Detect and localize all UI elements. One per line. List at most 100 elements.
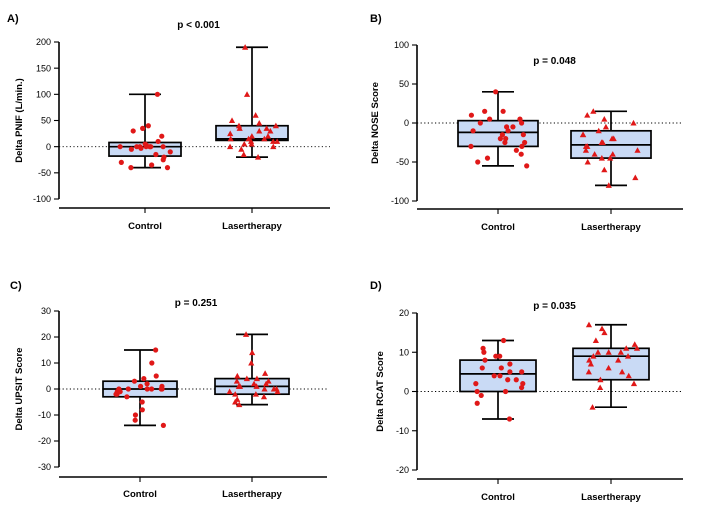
data-point — [261, 135, 268, 142]
data-point — [590, 108, 597, 114]
data-point — [519, 143, 525, 149]
data-point — [482, 108, 488, 114]
p-value-label: p = 0.048 — [533, 56, 576, 67]
data-point — [592, 337, 599, 343]
data-point — [252, 112, 259, 118]
data-point — [582, 147, 590, 153]
series-control — [459, 337, 537, 422]
y-tick-label: 150 — [36, 63, 51, 73]
panel-label: A) — [7, 13, 19, 25]
data-point — [153, 373, 159, 379]
data-point — [153, 151, 159, 158]
data-point — [148, 144, 154, 150]
y-tick-label: 30 — [41, 306, 51, 316]
p-value-label: p = 0.251 — [175, 298, 218, 309]
data-point — [601, 116, 608, 122]
data-point — [481, 349, 487, 355]
data-point — [478, 392, 484, 399]
category-label: Control — [123, 489, 157, 500]
data-point — [499, 132, 506, 138]
data-point — [233, 378, 241, 384]
data-point — [584, 112, 591, 118]
data-point — [118, 159, 124, 165]
data-point — [520, 132, 526, 138]
data-point — [267, 127, 274, 134]
panel-4: D) p = 0.035 Delta RCAT Score -20 -10 0 10 20 Co… — [370, 280, 683, 503]
data-point — [139, 399, 145, 405]
data-point — [585, 321, 593, 328]
data-point — [117, 144, 123, 150]
data-point — [154, 91, 161, 97]
data-point — [227, 135, 234, 142]
data-point — [232, 398, 239, 405]
data-point — [160, 157, 166, 163]
data-point — [474, 388, 480, 395]
data-point — [624, 353, 632, 359]
data-point — [497, 136, 503, 142]
data-point — [240, 151, 247, 157]
data-point — [625, 372, 632, 379]
data-point — [587, 360, 594, 367]
y-tick-label: 20 — [41, 332, 51, 342]
data-point — [272, 122, 279, 129]
data-point — [270, 143, 277, 150]
panel-2: B) p = 0.048 Delta NOSE Score -100 -50 0 50 100… — [370, 13, 683, 233]
data-point — [504, 124, 510, 130]
category-label: Lasertherapy — [222, 489, 282, 500]
data-point — [242, 44, 249, 50]
data-point — [507, 369, 513, 375]
data-point — [270, 385, 277, 392]
series-lasertherapy — [572, 321, 650, 410]
y-tick-label: 100 — [36, 90, 51, 100]
data-point — [580, 131, 587, 138]
y-tick-label: 0 — [46, 142, 51, 152]
data-point — [226, 388, 233, 395]
data-point — [125, 386, 131, 392]
category-label: Control — [128, 221, 162, 232]
series-lasertherapy — [215, 44, 289, 160]
data-point — [477, 120, 483, 126]
data-point — [519, 120, 525, 126]
data-point — [594, 349, 602, 355]
y-tick-label: 0 — [46, 384, 51, 394]
data-point — [468, 143, 474, 149]
data-point — [507, 361, 513, 367]
data-point — [262, 370, 269, 376]
data-point — [134, 144, 140, 150]
data-point — [502, 139, 508, 146]
data-point — [236, 401, 243, 408]
y-tick-label: -20 — [396, 465, 409, 475]
category-label: Control — [481, 492, 515, 503]
data-point — [633, 345, 641, 351]
data-point — [474, 400, 480, 406]
data-point — [245, 135, 252, 142]
data-point — [226, 143, 234, 150]
data-point — [522, 139, 528, 146]
data-point — [491, 373, 497, 379]
data-point — [601, 329, 608, 336]
data-point — [630, 119, 637, 126]
data-point — [159, 133, 165, 139]
data-point — [498, 365, 504, 371]
data-point — [502, 388, 509, 395]
data-point — [253, 375, 261, 382]
data-point — [252, 391, 259, 397]
data-point — [631, 341, 638, 347]
data-point — [155, 138, 161, 145]
data-point — [505, 128, 511, 134]
data-point — [470, 128, 476, 134]
data-point — [167, 149, 173, 155]
y-tick-label: 50 — [41, 116, 51, 126]
data-point — [131, 378, 138, 384]
data-point — [595, 127, 602, 134]
data-point — [487, 116, 493, 122]
y-axis-label: Delta NOSE Score — [370, 82, 381, 164]
data-point — [519, 384, 525, 391]
data-point — [248, 133, 255, 139]
data-point — [598, 139, 605, 145]
data-point — [584, 158, 591, 165]
series-control — [457, 89, 539, 169]
data-point — [274, 138, 281, 144]
data-point — [242, 331, 250, 337]
